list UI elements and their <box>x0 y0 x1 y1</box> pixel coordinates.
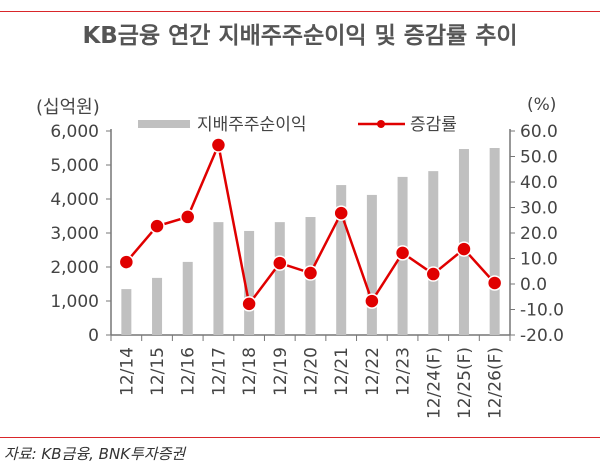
chart-svg: 0 1,000 2,000 3,000 4,000 5,000 6,000 -20.0 -10.… <box>36 95 564 419</box>
growth-point-12/20 <box>302 265 319 281</box>
bar-12/15 <box>152 277 163 335</box>
growth-point-12/19 <box>272 255 288 271</box>
growth-point-12/21 <box>333 205 349 221</box>
legend-bar-swatch <box>138 120 190 128</box>
right-tick-label: -10.0 <box>520 301 564 321</box>
growth-point-12/23 <box>394 245 411 261</box>
growth-point-12/25(F) <box>456 241 472 257</box>
x-tick-label: 12/26(F) <box>486 347 506 419</box>
bar-12/18 <box>244 230 255 335</box>
x-tick-label: 12/14 <box>117 347 137 396</box>
left-tick-label: 4,000 <box>50 190 99 210</box>
bar-12/26(F) <box>489 148 500 335</box>
bottom-divider <box>0 437 600 438</box>
left-tick-label: 5,000 <box>50 156 99 176</box>
x-tick-label: 12/20 <box>302 347 322 396</box>
growth-point-12/16 <box>179 209 196 225</box>
x-tick-label: 12/24(F) <box>424 347 444 419</box>
bar-12/19 <box>274 222 285 335</box>
x-tick-label: 12/22 <box>363 347 383 396</box>
chart-title: KB금융 연간 지배주주순이익 및 증감률 추이 <box>82 23 518 49</box>
left-tick-label: 0 <box>88 326 99 346</box>
x-tick-label: 12/21 <box>332 347 352 396</box>
growth-point-12/18 <box>241 296 257 312</box>
x-tick-label: 12/17 <box>209 347 229 396</box>
bar-12/14 <box>121 289 132 335</box>
left-axis-label: (십억원) <box>36 97 100 118</box>
x-tick-label: 12/19 <box>271 347 291 396</box>
bar-12/24(F) <box>428 171 439 335</box>
bar-12/22 <box>366 194 377 335</box>
left-tick-label: 6,000 <box>50 122 99 142</box>
growth-point-12/14 <box>118 254 135 270</box>
legend-line-label: 증감률 <box>410 115 457 135</box>
right-tick-label: -20.0 <box>520 326 564 346</box>
right-axis-label: (%) <box>527 95 556 115</box>
x-tick-label: 12/15 <box>148 347 168 396</box>
bar-12/16 <box>182 261 193 335</box>
growth-point-12/24(F) <box>425 266 442 282</box>
source-note: 자료: KB금융, BNK투자증권 <box>4 445 186 463</box>
growth-point-12/15 <box>149 218 165 234</box>
growth-point-12/26(F) <box>486 275 503 291</box>
right-tick-label: 30.0 <box>520 199 558 219</box>
right-tick-label: 10.0 <box>520 250 558 270</box>
left-tick-label: 3,000 <box>50 224 99 244</box>
bar-12/21 <box>336 185 347 335</box>
x-tick-label: 12/18 <box>240 347 260 396</box>
right-tick-label: 20.0 <box>520 224 558 244</box>
right-tick-label: 50.0 <box>520 148 558 168</box>
left-tick-label: 2,000 <box>50 258 99 278</box>
right-tick-label: 0.0 <box>520 275 547 295</box>
right-tick-label: 60.0 <box>520 122 558 142</box>
bar-12/17 <box>213 222 224 335</box>
x-tick-label: 12/16 <box>179 347 199 396</box>
legend-bar-label: 지배주주순이익 <box>197 115 306 135</box>
top-divider <box>0 11 600 12</box>
right-tick-label: 40.0 <box>520 173 558 193</box>
x-tick-label: 12/25(F) <box>455 347 475 419</box>
x-tick-label: 12/23 <box>394 347 414 396</box>
left-tick-label: 1,000 <box>50 292 99 312</box>
legend-line-marker <box>377 120 385 128</box>
growth-point-12/17 <box>210 137 227 153</box>
growth-point-12/22 <box>364 293 380 309</box>
